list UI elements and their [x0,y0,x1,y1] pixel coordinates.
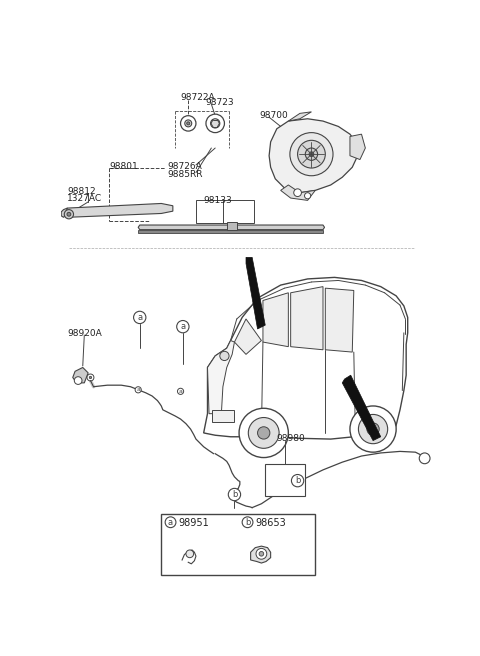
Circle shape [177,321,189,333]
Circle shape [186,550,193,558]
Polygon shape [138,225,324,230]
Text: 98723: 98723 [205,98,234,107]
Circle shape [165,517,176,527]
Text: b: b [295,476,300,485]
Circle shape [359,415,388,443]
Circle shape [180,115,196,131]
Circle shape [211,119,220,128]
Circle shape [305,148,318,160]
Text: 98133: 98133 [204,195,232,205]
Text: 9885RR: 9885RR [168,170,203,178]
Polygon shape [61,208,67,217]
Polygon shape [342,375,381,441]
Text: a: a [137,313,142,322]
Text: a: a [180,322,185,331]
Circle shape [206,114,225,133]
Polygon shape [325,288,354,352]
Polygon shape [207,340,234,414]
Text: 98726A: 98726A [168,162,202,171]
Circle shape [242,517,253,527]
Circle shape [304,193,311,199]
Polygon shape [288,112,312,121]
Polygon shape [291,287,323,350]
Polygon shape [263,293,288,346]
Circle shape [239,408,288,458]
Text: a: a [179,389,182,394]
Circle shape [135,387,141,393]
Text: a: a [168,518,173,527]
Circle shape [89,377,92,379]
Circle shape [258,427,270,439]
Bar [196,200,254,224]
Circle shape [178,388,184,394]
Text: 98700: 98700 [260,111,288,120]
Text: 98951: 98951 [178,518,209,527]
Circle shape [74,377,82,384]
Circle shape [256,548,267,559]
Polygon shape [269,119,358,193]
Polygon shape [227,222,237,230]
Text: 98722A: 98722A [180,92,215,102]
Circle shape [64,210,73,219]
Circle shape [228,488,240,501]
Bar [265,464,305,496]
Circle shape [298,140,325,168]
Circle shape [67,213,71,216]
Polygon shape [350,134,365,159]
Circle shape [367,423,379,435]
Text: a: a [136,387,140,392]
Text: b: b [232,490,237,499]
Circle shape [220,352,229,361]
Circle shape [294,189,301,197]
Text: 98812: 98812 [67,186,96,195]
Circle shape [87,374,94,381]
Text: 1327AC: 1327AC [67,194,103,203]
Polygon shape [138,230,323,233]
Polygon shape [246,257,265,329]
Circle shape [419,453,430,464]
Text: 98801: 98801 [109,162,138,171]
Circle shape [291,474,304,487]
Circle shape [290,133,333,176]
Polygon shape [234,319,262,354]
Polygon shape [251,546,271,563]
Polygon shape [73,367,88,383]
Text: 98980: 98980 [277,434,306,443]
Text: 98653: 98653 [255,518,286,527]
Circle shape [185,120,192,127]
Circle shape [309,152,314,157]
Circle shape [187,122,190,125]
Circle shape [248,417,279,448]
Polygon shape [65,203,173,217]
Polygon shape [204,277,408,439]
Circle shape [259,552,264,556]
Circle shape [350,406,396,452]
Polygon shape [281,185,315,200]
Text: 98920A: 98920A [67,329,102,338]
Circle shape [133,311,146,323]
Text: b: b [245,518,250,527]
Bar [212,410,234,422]
Bar [161,514,315,575]
